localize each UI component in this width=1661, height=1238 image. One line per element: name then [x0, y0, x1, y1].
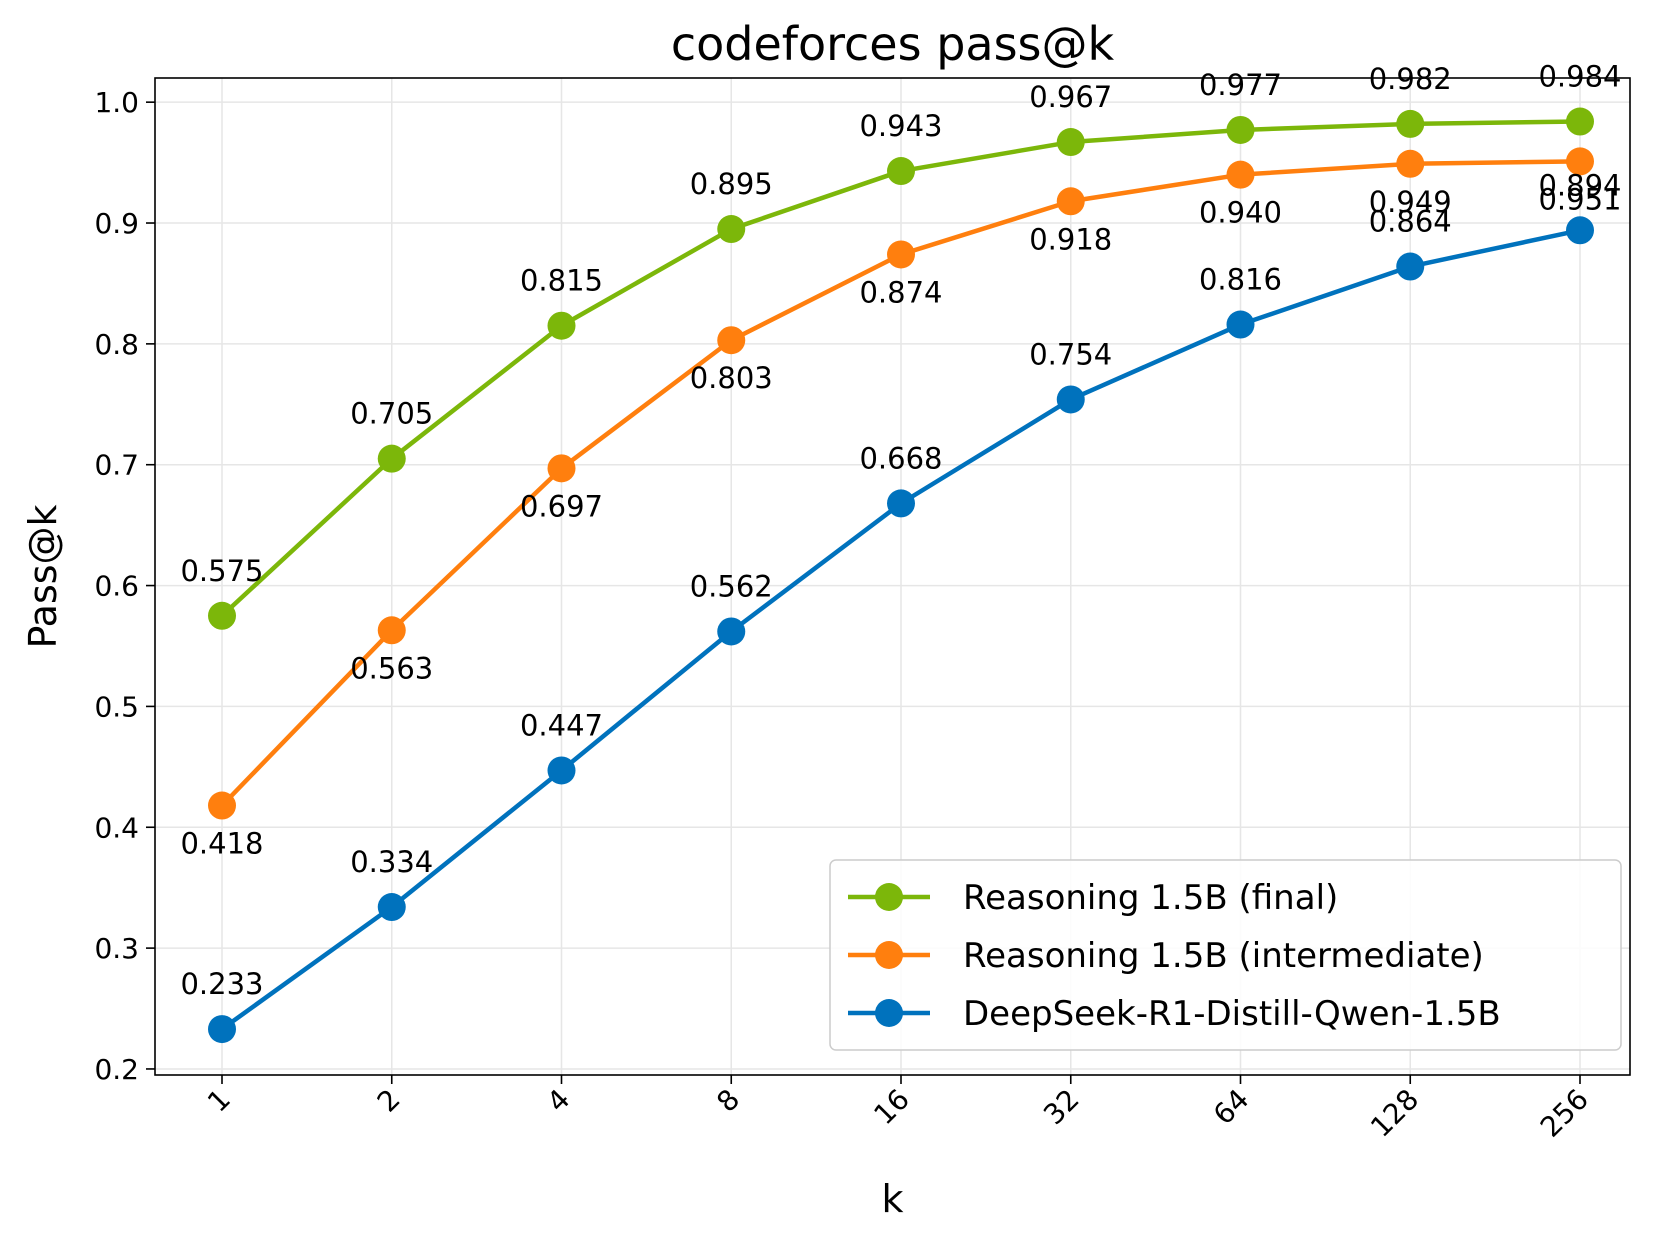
data-label: 0.697 [520, 489, 603, 523]
legend-label: DeepSeek-R1-Distill-Qwen-1.5B [963, 994, 1501, 1034]
data-label: 0.982 [1369, 62, 1452, 96]
data-point [1056, 128, 1085, 157]
data-point [887, 157, 915, 186]
series-layer [208, 107, 1594, 1044]
data-point [887, 489, 915, 518]
data-label: 0.984 [1538, 60, 1621, 94]
legend-label: Reasoning 1.5B (final) [963, 878, 1338, 918]
data-point [717, 215, 746, 244]
y-axis-label: Pass@k [21, 504, 65, 648]
data-point [1396, 252, 1425, 281]
data-label: 0.864 [1369, 205, 1452, 239]
y-tick-label: 0.9 [94, 207, 139, 240]
y-tick-label: 0.8 [94, 328, 139, 361]
data-label: 0.418 [180, 827, 263, 861]
data-point [1566, 107, 1594, 136]
y-tick-label: 0.7 [94, 449, 139, 482]
data-point [1566, 147, 1594, 176]
data-point [208, 601, 236, 630]
data-point [1566, 216, 1594, 245]
data-label: 0.562 [690, 569, 773, 603]
data-label: 0.815 [520, 264, 603, 298]
data-label: 0.943 [859, 109, 942, 143]
legend-marker [875, 941, 903, 969]
data-point [377, 893, 406, 922]
y-axis: 0.2 0.3 0.4 0.5 0.6 0.7 0.8 0.9 1.0 [94, 86, 155, 1086]
data-point [1056, 385, 1085, 414]
data-labels: 0.575 0.705 0.815 0.895 0.943 0.967 0.977 0.982… [180, 60, 1621, 1002]
data-label: 0.668 [859, 441, 942, 475]
y-tick-label: 0.4 [94, 811, 139, 844]
data-label: 0.894 [1538, 168, 1621, 202]
x-axis-label: k [881, 1177, 903, 1221]
data-label: 0.874 [859, 275, 942, 309]
data-label: 0.803 [690, 361, 773, 395]
y-tick-label: 0.3 [94, 932, 139, 965]
plot-frame [154, 77, 1631, 1076]
data-label: 0.575 [180, 554, 263, 588]
legend-marker [875, 999, 903, 1027]
data-label: 0.334 [350, 845, 433, 879]
legend-label: Reasoning 1.5B (intermediate) [963, 936, 1484, 976]
data-label: 0.951 [1538, 182, 1621, 216]
data-label: 0.967 [1029, 80, 1112, 114]
data-label: 0.705 [350, 397, 433, 431]
data-point [208, 791, 236, 820]
data-point [547, 311, 576, 340]
data-point [717, 617, 746, 646]
data-point [1396, 149, 1425, 178]
data-label: 0.977 [1199, 68, 1282, 102]
y-tick-label: 0.5 [94, 690, 139, 723]
y-tick-label: 1.0 [94, 86, 139, 119]
data-label: 0.816 [1199, 263, 1282, 297]
y-tick-label: 0.6 [94, 570, 139, 603]
data-point [208, 1015, 236, 1044]
data-label: 0.918 [1029, 222, 1112, 256]
data-label: 0.895 [690, 167, 773, 201]
data-label: 0.754 [1029, 337, 1112, 371]
data-point [1226, 115, 1255, 144]
data-label: 0.447 [520, 708, 603, 742]
data-point [547, 454, 576, 483]
data-label: 0.563 [350, 651, 433, 685]
legend: Reasoning 1.5B (final) Reasoning 1.5B (in… [829, 859, 1622, 1051]
data-point [547, 756, 576, 785]
data-point [377, 616, 406, 645]
data-point [717, 326, 746, 355]
legend-marker [875, 883, 903, 911]
data-label: 0.940 [1199, 196, 1282, 230]
y-tick-label: 0.2 [94, 1053, 139, 1086]
data-point [1226, 160, 1255, 189]
data-point [1396, 109, 1425, 138]
data-point [1056, 187, 1085, 216]
chart-title: codeforces pass@k [671, 17, 1115, 71]
data-point [1226, 310, 1255, 339]
legend-box [829, 859, 1622, 1051]
data-point [887, 240, 915, 269]
data-label: 0.949 [1369, 185, 1452, 219]
data-point [377, 444, 406, 473]
data-label: 0.233 [180, 967, 263, 1001]
